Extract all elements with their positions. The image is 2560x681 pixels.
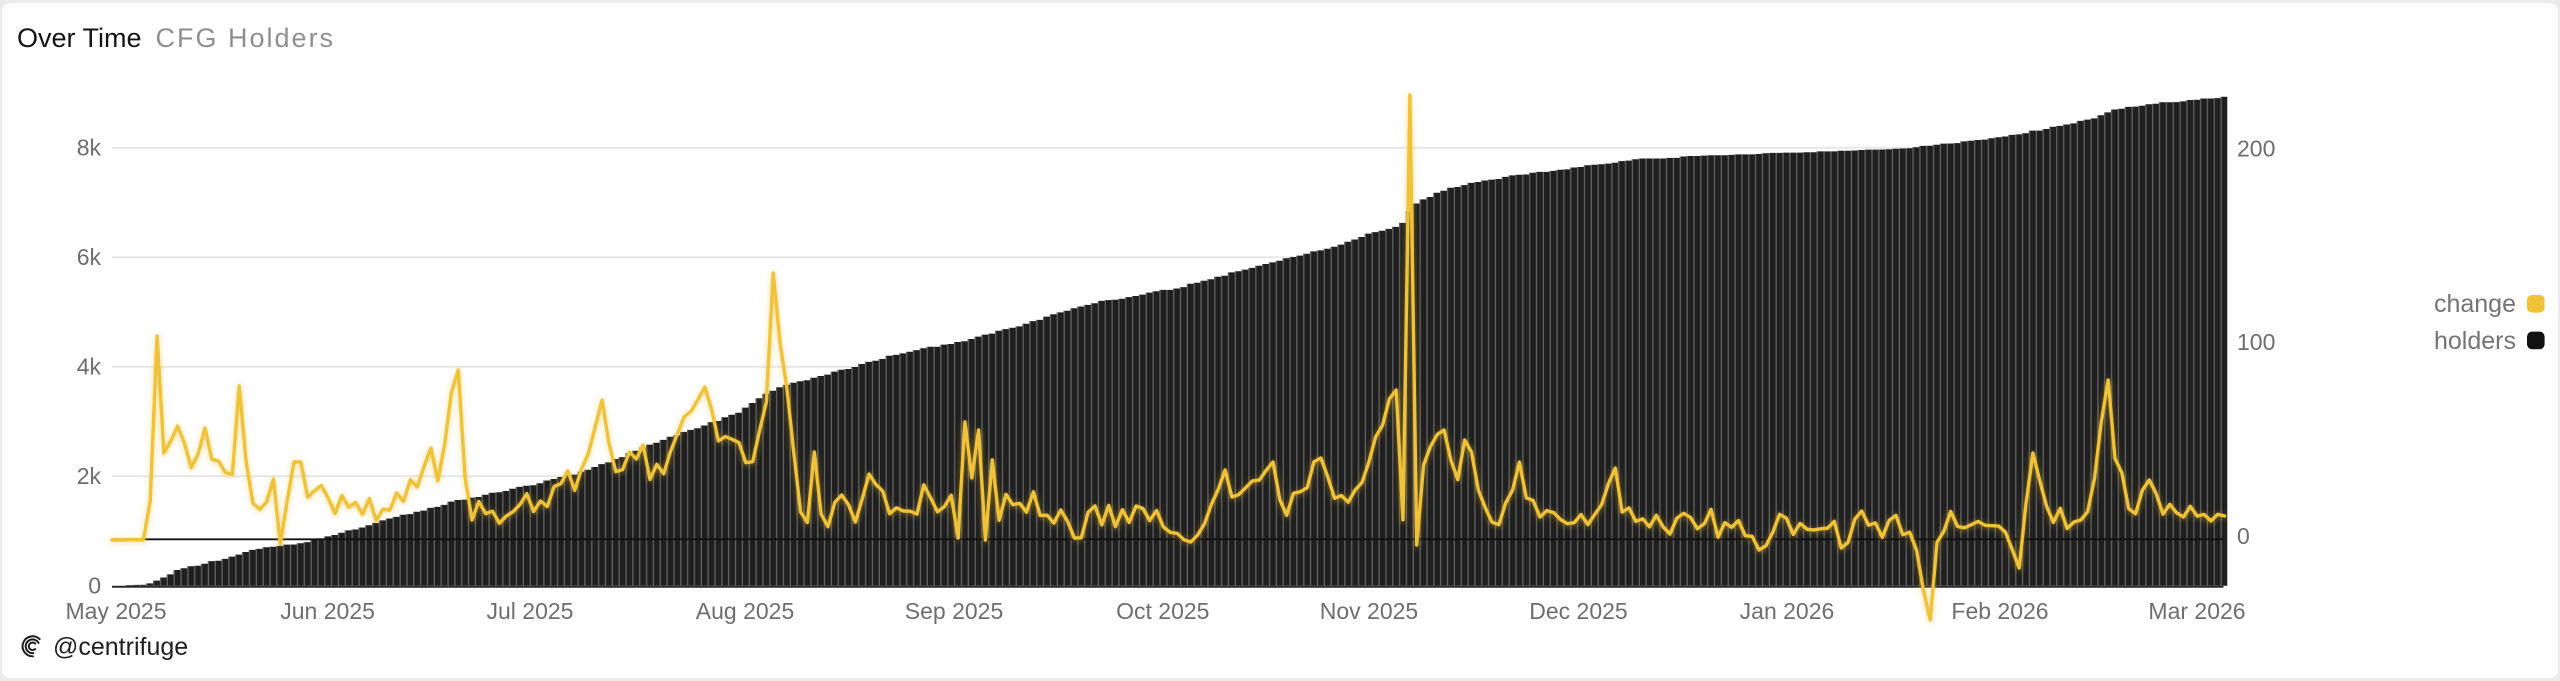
svg-text:Jan 2026: Jan 2026 xyxy=(1740,598,1835,624)
svg-text:Oct 2025: Oct 2025 xyxy=(1116,598,1209,624)
svg-text:@centrifuge: @centrifuge xyxy=(53,633,188,661)
svg-text:Dec 2025: Dec 2025 xyxy=(1529,598,1627,624)
svg-text:6k: 6k xyxy=(77,244,102,270)
svg-text:8k: 8k xyxy=(77,134,102,160)
svg-text:May 2025: May 2025 xyxy=(65,598,166,624)
svg-text:Sep 2025: Sep 2025 xyxy=(905,598,1003,624)
svg-text:0: 0 xyxy=(88,572,101,598)
svg-text:Nov 2025: Nov 2025 xyxy=(1320,598,1418,624)
svg-text:Jun 2025: Jun 2025 xyxy=(280,598,375,624)
svg-text:change: change xyxy=(2434,290,2516,318)
svg-text:Feb 2026: Feb 2026 xyxy=(1951,598,2048,624)
svg-text:4k: 4k xyxy=(77,353,102,379)
svg-text:Jul 2025: Jul 2025 xyxy=(487,598,574,624)
svg-text:holders: holders xyxy=(2434,327,2516,355)
svg-text:Mar 2026: Mar 2026 xyxy=(2148,598,2245,624)
svg-text:0: 0 xyxy=(2237,523,2250,549)
svg-text:Aug 2025: Aug 2025 xyxy=(696,598,794,624)
svg-text:2k: 2k xyxy=(77,463,102,489)
svg-text:200: 200 xyxy=(2237,136,2275,162)
svg-text:100: 100 xyxy=(2237,329,2275,355)
